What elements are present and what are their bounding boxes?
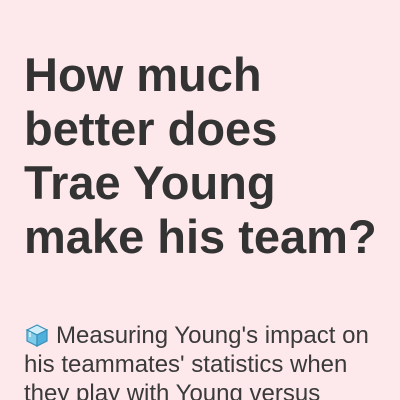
ice-cube-icon	[24, 322, 50, 348]
article-headline: How much better does Trae Young make his…	[24, 48, 377, 263]
article-dek-text: Measuring Young's impact on his teammate…	[24, 322, 369, 400]
article-dek: Measuring Young's impact on his teammate…	[24, 321, 394, 400]
